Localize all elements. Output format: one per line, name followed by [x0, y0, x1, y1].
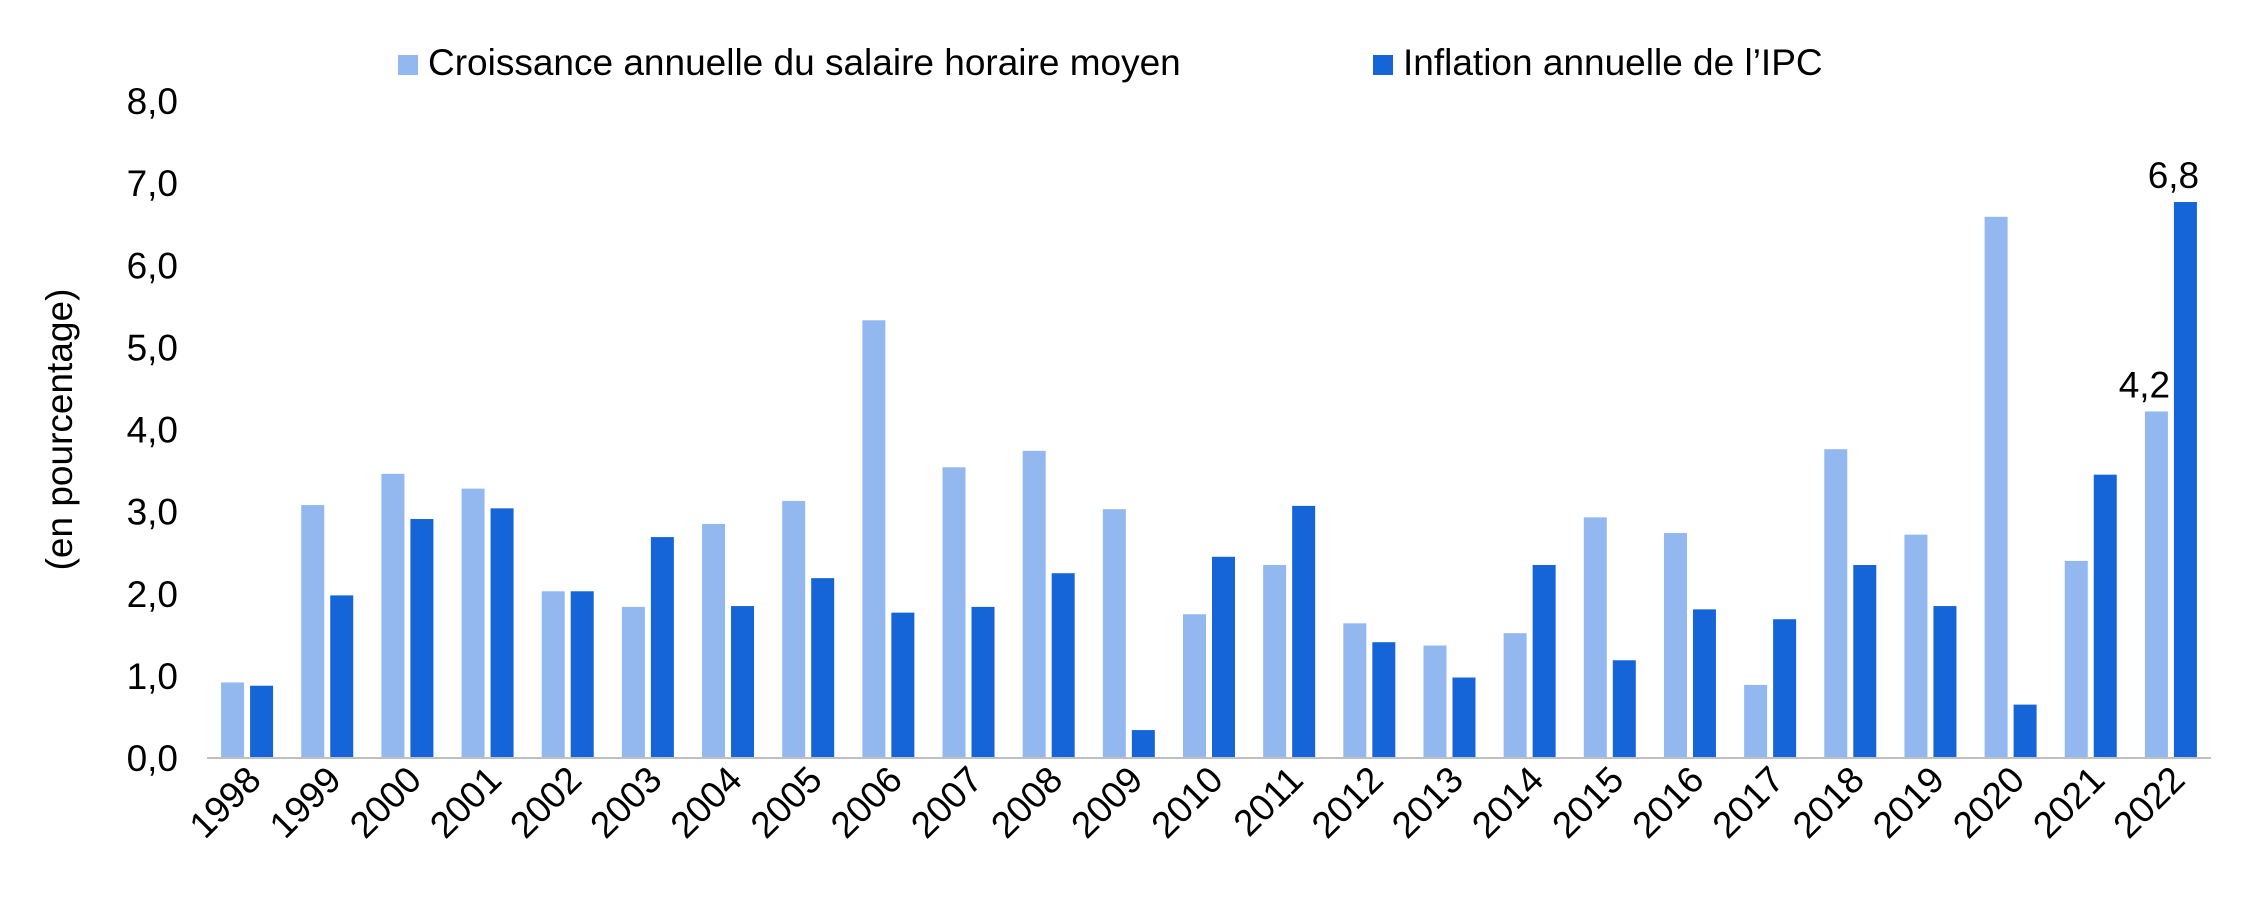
bar-cpi-inflation: [2093, 474, 2117, 758]
x-tick-label: 1998: [182, 759, 269, 846]
x-tick-label: 2003: [582, 759, 669, 846]
y-tick-label: 3,0: [127, 492, 178, 533]
x-tick-label: 2014: [1464, 759, 1551, 846]
bar-cpi-inflation: [490, 508, 514, 758]
y-axis: 0,0 1,0 2,0 3,0 4,0 5,0 6,0 7,0 8,0 (en pourcenta…: [39, 81, 178, 779]
x-tick-label: 2004: [663, 759, 750, 846]
x-tick-label: 2012: [1304, 759, 1391, 846]
bar-wage-growth: [1022, 450, 1046, 758]
bar-wage-growth: [221, 682, 245, 758]
x-axis: 1998199920002001200220032004200520062007…: [182, 757, 2211, 846]
y-tick-label: 1,0: [127, 656, 178, 697]
x-tick-label: 2015: [1544, 759, 1631, 846]
y-tick-label: 2,0: [127, 574, 178, 615]
bar-cpi-inflation: [1051, 573, 1075, 758]
data-labels-group: 4,2 6,8: [2119, 155, 2199, 405]
data-label: 6,8: [2148, 155, 2199, 196]
bar-wage-growth: [2144, 411, 2168, 758]
bar-wage-growth: [1904, 534, 1928, 758]
bar-cpi-inflation: [1532, 565, 1556, 758]
legend-label: Croissance annuelle du salaire horaire m…: [428, 42, 1181, 83]
data-label: 4,2: [2119, 364, 2170, 405]
bar-wage-growth: [1423, 645, 1447, 758]
legend-swatch: [1373, 55, 1393, 75]
bar-cpi-inflation: [1372, 642, 1396, 758]
y-tick-label: 7,0: [127, 163, 178, 204]
x-tick-label: 2000: [342, 759, 429, 846]
bar-wage-growth: [621, 606, 645, 758]
bars-group: [221, 202, 2197, 759]
x-tick-label: 2010: [1143, 759, 1230, 846]
x-tick-label: 2019: [1865, 759, 1952, 846]
bar-wage-growth: [541, 591, 565, 758]
x-tick-label: 2018: [1785, 759, 1872, 846]
y-tick-label: 4,0: [127, 410, 178, 451]
bar-cpi-inflation: [1692, 609, 1716, 758]
x-tick-label: 2016: [1624, 759, 1711, 846]
bar-cpi-inflation: [2013, 704, 2037, 758]
chart-legend: Croissance annuelle du salaire horaire m…: [398, 42, 1823, 83]
bar-wage-growth: [1343, 623, 1367, 758]
bar-cpi-inflation: [1292, 505, 1316, 758]
bar-cpi-inflation: [811, 578, 835, 758]
bar-wage-growth: [702, 523, 726, 758]
bar-wage-growth: [461, 488, 485, 758]
bar-wage-growth: [1744, 684, 1768, 758]
bar-wage-growth: [1824, 449, 1848, 758]
bar-cpi-inflation: [1212, 556, 1235, 758]
bar-wage-growth: [1984, 216, 2008, 758]
bar-wage-growth: [1183, 614, 1206, 758]
bar-wage-growth: [862, 320, 886, 758]
bar-wage-growth: [1263, 565, 1287, 758]
bar-wage-growth: [782, 500, 806, 758]
bar-cpi-inflation: [1773, 619, 1797, 758]
bar-cpi-inflation: [1612, 660, 1636, 758]
y-tick-label: 0,0: [127, 738, 178, 779]
x-tick-label: 2006: [823, 759, 910, 846]
x-tick-label: 2011: [1226, 759, 1311, 844]
bar-cpi-inflation: [1933, 606, 1957, 758]
bar-cpi-inflation: [330, 595, 354, 758]
x-tick-label: 2002: [502, 759, 589, 846]
bar-cpi-inflation: [410, 519, 434, 758]
bar-wage-growth: [301, 505, 325, 758]
bar-cpi-inflation: [1131, 730, 1155, 758]
bar-wage-growth: [1102, 509, 1126, 758]
y-tick-label: 5,0: [127, 327, 178, 368]
x-tick-label: 2021: [2025, 759, 2112, 846]
y-tick-label: 6,0: [127, 245, 178, 286]
bar-cpi-inflation: [2173, 202, 2197, 759]
bar-cpi-inflation: [570, 591, 594, 758]
bar-cpi-inflation: [250, 685, 274, 758]
legend-label: Inflation annuelle de l’IPC: [1403, 42, 1823, 83]
x-tick-label: 2008: [983, 759, 1070, 846]
bar-wage-growth: [1663, 532, 1687, 758]
x-tick-label: 2007: [903, 759, 990, 846]
legend-swatch: [398, 55, 418, 75]
bar-cpi-inflation: [971, 606, 995, 758]
bar-wage-growth: [942, 467, 966, 758]
bar-wage-growth: [381, 473, 405, 758]
bar-cpi-inflation: [1853, 565, 1877, 758]
x-tick-label: 2005: [743, 759, 830, 846]
x-tick-label: 2009: [1063, 759, 1150, 846]
x-tick-label: 2022: [2105, 759, 2192, 846]
x-tick-label: 2020: [1945, 759, 2032, 846]
x-tick-label: 2001: [422, 759, 509, 846]
bar-wage-growth: [2064, 560, 2088, 758]
x-tick-label: 2017: [1705, 759, 1792, 846]
y-tick-label: 8,0: [127, 81, 178, 122]
x-tick-label: 1999: [262, 759, 349, 846]
bar-cpi-inflation: [731, 606, 755, 758]
bar-cpi-inflation: [1452, 677, 1476, 758]
x-tick-label: 2013: [1384, 759, 1471, 846]
y-axis-title: (en pourcentage): [39, 289, 80, 571]
bar-wage-growth: [1583, 517, 1607, 758]
bar-cpi-inflation: [650, 537, 674, 758]
bar-cpi-inflation: [891, 612, 915, 758]
bar-wage-growth: [1503, 633, 1527, 758]
